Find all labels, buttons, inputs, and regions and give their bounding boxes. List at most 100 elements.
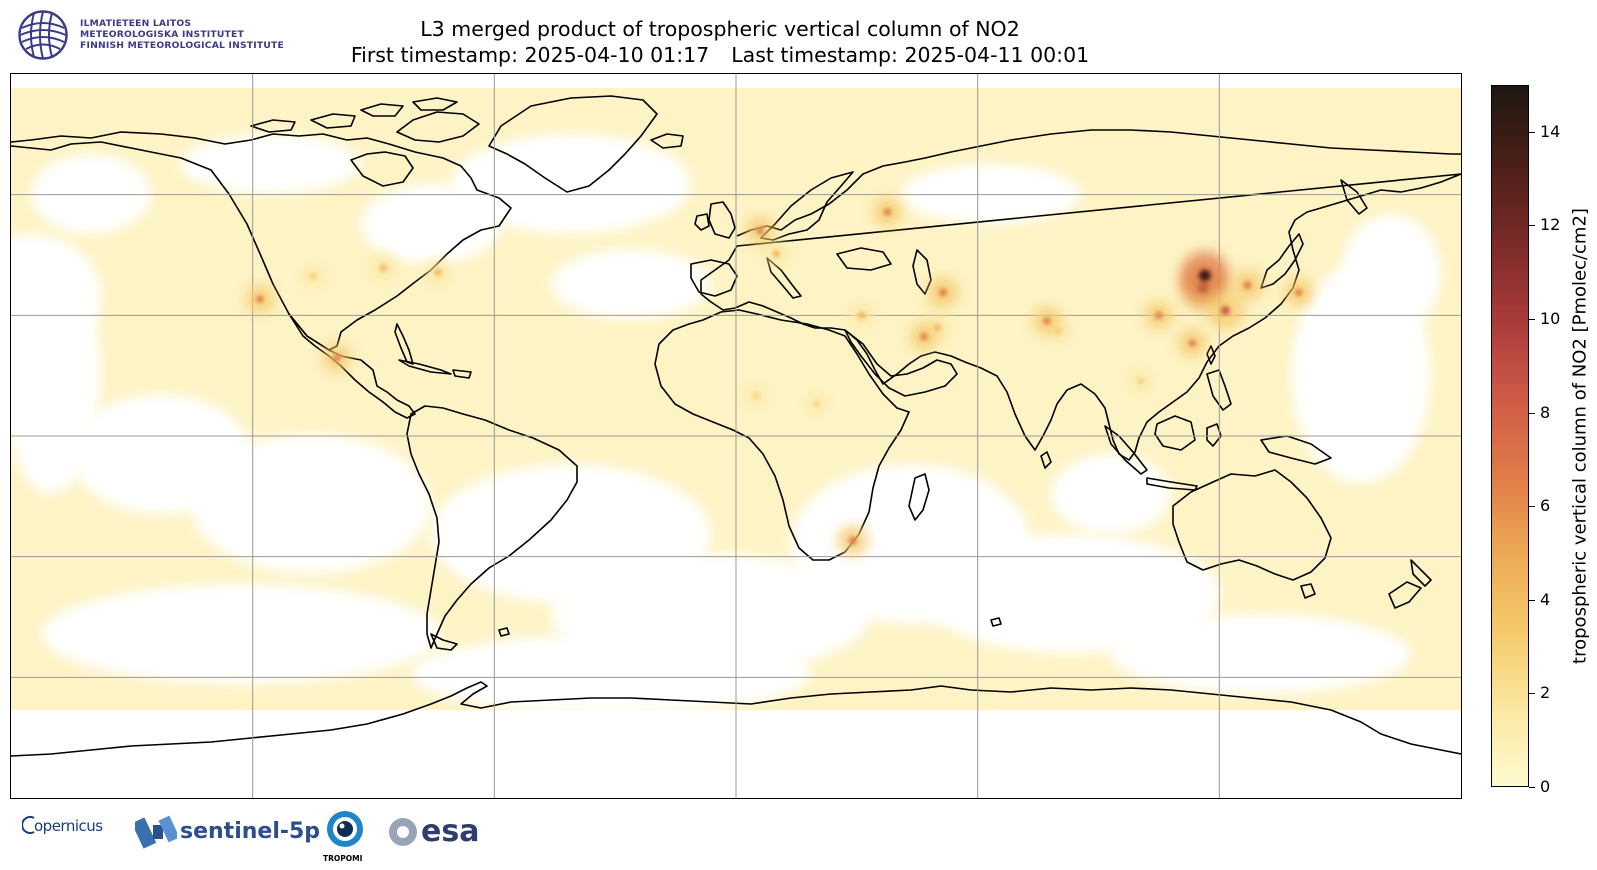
hotspot-core bbox=[434, 269, 442, 276]
hotspot-core bbox=[1220, 305, 1231, 316]
coast-greenland bbox=[488, 95, 658, 193]
esa-emblem-icon bbox=[389, 818, 417, 846]
coast-nz-north bbox=[1410, 559, 1432, 587]
coast-antarctica bbox=[11, 681, 1461, 757]
hotspot-core bbox=[379, 264, 387, 272]
fmi-name-en: FINNISH METEOROLOGICAL INSTITUTE bbox=[80, 40, 284, 51]
coast-arctic-isl-4 bbox=[412, 97, 458, 111]
missing-data-patch bbox=[181, 134, 361, 194]
colorbar-tick-label: 14 bbox=[1540, 122, 1561, 141]
copernicus-text: opernicus bbox=[34, 817, 103, 835]
coast-italy bbox=[766, 257, 802, 299]
missing-data-patch bbox=[1051, 454, 1171, 534]
missing-data-layer bbox=[11, 134, 1441, 714]
colorbar-tick bbox=[1529, 693, 1535, 694]
colorbar-tick bbox=[1529, 506, 1535, 507]
colorbar-tick bbox=[1529, 600, 1535, 601]
hotspot-core bbox=[756, 227, 764, 235]
hotspot-core bbox=[1198, 269, 1211, 282]
partner-logos: opernicus sentinel-5p TROPOMI esa bbox=[0, 805, 560, 867]
coast-arctic-isl-3 bbox=[360, 103, 404, 117]
coast-arctic-isl-2 bbox=[310, 113, 356, 129]
missing-data-patch bbox=[41, 584, 441, 684]
coast-iberia bbox=[690, 259, 738, 297]
colorbar-label: tropospheric vertical column of NO2 [Pmo… bbox=[1569, 208, 1591, 664]
fmi-name-sv: METEOROLOGISKA INSTITUTET bbox=[80, 29, 244, 40]
coast-south-georgia bbox=[498, 627, 510, 637]
colorbar-tick-label: 12 bbox=[1540, 215, 1561, 234]
coast-kerguelen bbox=[990, 617, 1002, 627]
coast-scandinavia bbox=[760, 171, 854, 241]
coast-kamchatka bbox=[1340, 179, 1368, 215]
coast-tierra-del-fuego bbox=[430, 633, 458, 651]
hotspot-core bbox=[753, 393, 759, 399]
missing-data-patch bbox=[411, 634, 811, 714]
map-title: L3 merged product of tropospheric vertic… bbox=[220, 16, 1220, 68]
missing-data-patch bbox=[1341, 214, 1441, 334]
no2-hotspots bbox=[245, 197, 1314, 557]
coast-tasmania bbox=[1300, 583, 1316, 599]
coast-sri-lanka bbox=[1040, 451, 1052, 469]
colorbar-tick-label: 10 bbox=[1540, 309, 1561, 328]
hotspot-core bbox=[1295, 288, 1303, 297]
coast-japan bbox=[1260, 233, 1304, 289]
coast-hudson-bay bbox=[350, 151, 414, 187]
colorbar-tick bbox=[1529, 319, 1535, 320]
sentinel-text: sentinel-5p bbox=[180, 819, 321, 844]
coast-nz-south bbox=[1388, 581, 1422, 609]
coast-australia bbox=[1172, 469, 1332, 581]
fmi-emblem-icon bbox=[18, 10, 68, 60]
coast-arabia bbox=[844, 329, 958, 397]
coast-south-america bbox=[406, 405, 578, 649]
hotspot-core bbox=[1188, 339, 1196, 347]
colorbar-tick-label: 2 bbox=[1540, 683, 1551, 702]
missing-data-patch bbox=[451, 134, 691, 234]
missing-data-patch bbox=[921, 534, 1221, 654]
coast-taiwan bbox=[1206, 345, 1216, 365]
colorbar-tick-label: 8 bbox=[1540, 403, 1551, 422]
hotspot-core bbox=[1155, 311, 1163, 319]
missing-data-patch bbox=[11, 234, 101, 354]
hotspot-core bbox=[1043, 317, 1051, 325]
tropomi-eye-icon bbox=[327, 811, 363, 847]
hotspot-core bbox=[939, 288, 947, 297]
missing-data-patch bbox=[191, 434, 431, 574]
hotspot-core bbox=[1137, 377, 1144, 384]
coast-sumatra bbox=[1104, 425, 1148, 475]
coast-baffin bbox=[396, 111, 480, 143]
copernicus-c-icon bbox=[22, 816, 35, 834]
coast-sulawesi bbox=[1206, 423, 1222, 447]
coast-caspian bbox=[912, 249, 932, 295]
no2-world-map bbox=[10, 73, 1462, 799]
hotspot-core bbox=[333, 354, 341, 362]
coast-british-isles bbox=[708, 201, 736, 239]
missing-data-patch bbox=[901, 164, 1081, 224]
missing-data-patch bbox=[31, 154, 151, 234]
hotspot-core bbox=[1243, 281, 1252, 290]
colorbar-tick-label: 0 bbox=[1540, 777, 1551, 796]
coast-new-guinea bbox=[1260, 435, 1332, 465]
colorbar-tick bbox=[1529, 413, 1535, 414]
last-timestamp: Last timestamp: 2025-04-11 00:01 bbox=[731, 43, 1090, 67]
hotspot-core bbox=[848, 536, 857, 545]
hotspot-core bbox=[310, 273, 316, 280]
esa-text: esa bbox=[421, 814, 480, 849]
coast-hispaniola bbox=[452, 369, 472, 379]
hotspot-core bbox=[920, 333, 928, 341]
coast-black-sea bbox=[836, 247, 892, 271]
colorbar-tick bbox=[1529, 225, 1535, 226]
coast-north-america bbox=[11, 131, 512, 351]
fmi-logo: ILMATIETEEN LAITOS METEOROLOGISKA INSTIT… bbox=[18, 10, 308, 62]
coast-eurasia bbox=[700, 129, 1461, 461]
coast-ireland bbox=[694, 213, 710, 231]
satellite-icon bbox=[135, 815, 177, 849]
coast-madagascar bbox=[908, 473, 930, 521]
tropomi-logo: TROPOMI bbox=[323, 809, 375, 865]
hotspot-core bbox=[256, 295, 264, 303]
missing-data-patch bbox=[551, 249, 711, 319]
title-timestamps: First timestamp: 2025-04-10 01:17 Last ti… bbox=[220, 42, 1220, 68]
fmi-name-fi: ILMATIETEEN LAITOS bbox=[80, 18, 192, 29]
hotspot-core bbox=[773, 250, 780, 258]
colorbar-tick bbox=[1529, 132, 1535, 133]
title-product: L3 merged product of tropospheric vertic… bbox=[420, 17, 1020, 41]
